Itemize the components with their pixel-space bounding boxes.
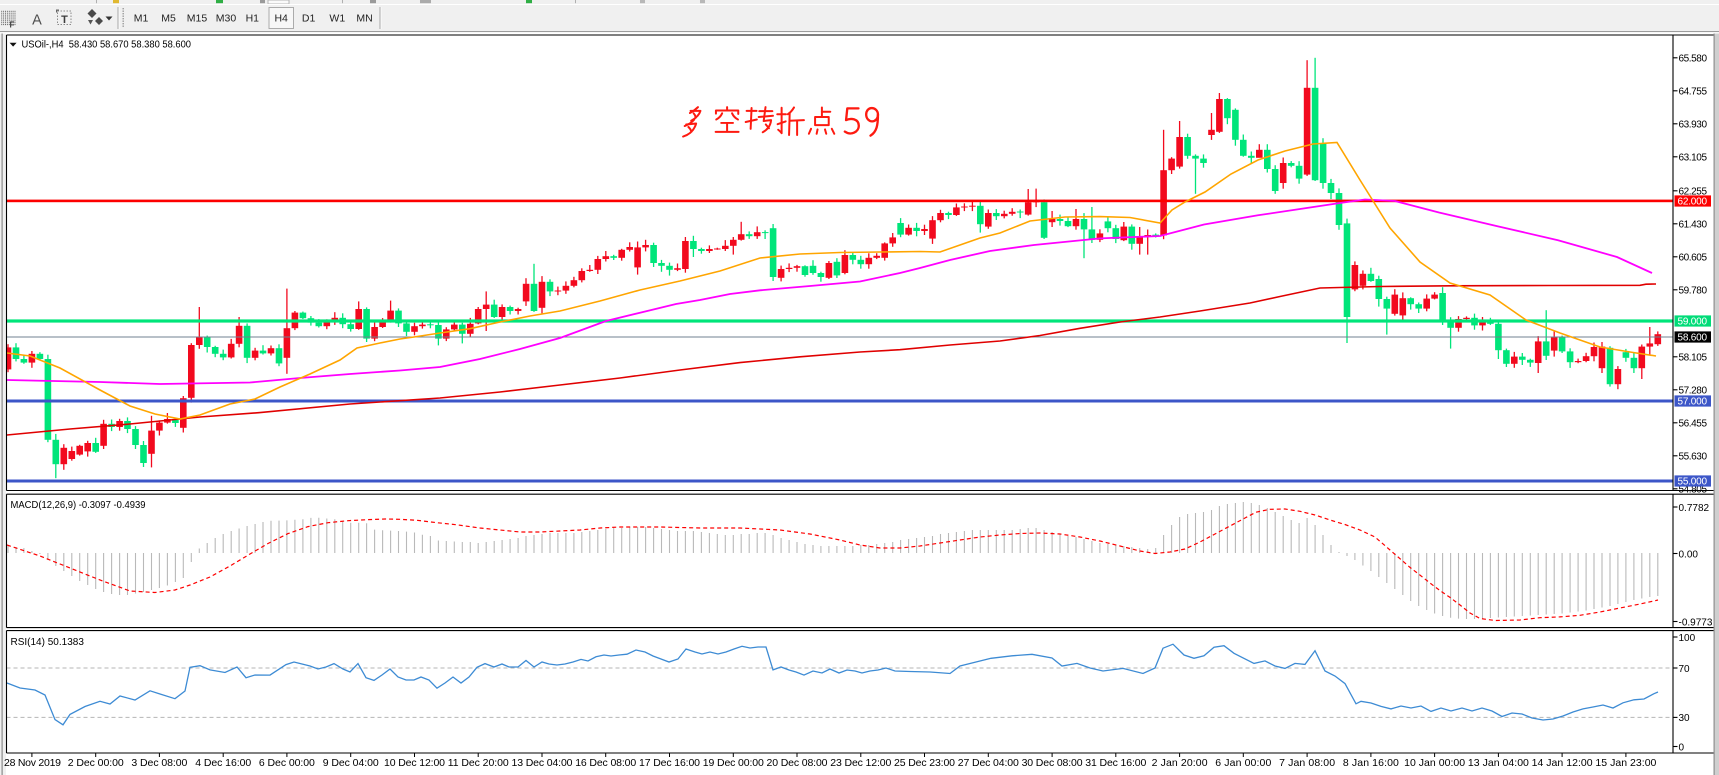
svg-text:19 Dec 00:00: 19 Dec 00:00 <box>703 757 764 769</box>
svg-text:70: 70 <box>1679 664 1691 675</box>
svg-text:2 Dec 00:00: 2 Dec 00:00 <box>68 757 124 769</box>
svg-text:T: T <box>61 14 68 26</box>
svg-text:-0.9773: -0.9773 <box>1679 617 1713 628</box>
svg-text:9 Dec 04:00: 9 Dec 04:00 <box>323 757 379 769</box>
svg-text:63.930: 63.930 <box>1679 120 1708 131</box>
svg-text:0: 0 <box>1679 742 1685 753</box>
svg-text:MN: MN <box>356 13 372 25</box>
svg-text:H1: H1 <box>246 13 260 25</box>
svg-text:28 Nov 2019: 28 Nov 2019 <box>4 757 61 769</box>
svg-text:H4: H4 <box>274 13 288 25</box>
svg-text:13 Dec 04:00: 13 Dec 04:00 <box>512 757 573 769</box>
svg-text:USOil-,H4 58.430 58.670 58.38: USOil-,H4 58.430 58.670 58.380 58.600 <box>22 40 192 51</box>
svg-text:10 Dec 12:00: 10 Dec 12:00 <box>384 757 445 769</box>
svg-text:0.7782: 0.7782 <box>1679 503 1710 514</box>
svg-text:A: A <box>32 13 42 29</box>
svg-text:RSI(14) 50.1383: RSI(14) 50.1383 <box>11 637 85 648</box>
svg-text:30 Dec 08:00: 30 Dec 08:00 <box>1022 757 1083 769</box>
svg-text:25 Dec 23:00: 25 Dec 23:00 <box>894 757 955 769</box>
svg-text:6 Jan 00:00: 6 Jan 00:00 <box>1215 757 1271 769</box>
svg-text:57.280: 57.280 <box>1679 386 1708 397</box>
svg-text:54.805: 54.805 <box>1679 485 1708 496</box>
svg-text:D1: D1 <box>302 13 316 25</box>
svg-text:M15: M15 <box>187 13 208 25</box>
svg-text:10 Jan 00:00: 10 Jan 00:00 <box>1404 757 1465 769</box>
svg-text:3 Dec 08:00: 3 Dec 08:00 <box>131 757 187 769</box>
svg-text:58.105: 58.105 <box>1679 353 1708 364</box>
svg-text:W1: W1 <box>329 13 345 25</box>
svg-text:55.630: 55.630 <box>1679 452 1708 463</box>
svg-text:62.255: 62.255 <box>1679 187 1708 198</box>
svg-text:65.580: 65.580 <box>1679 54 1708 65</box>
svg-text:20 Dec 08:00: 20 Dec 08:00 <box>767 757 828 769</box>
svg-text:55.000: 55.000 <box>1678 477 1708 488</box>
svg-text:17 Dec 16:00: 17 Dec 16:00 <box>639 757 700 769</box>
svg-text:30: 30 <box>1679 713 1691 724</box>
svg-text:15 Jan 23:00: 15 Jan 23:00 <box>1595 757 1656 769</box>
svg-text:100: 100 <box>1679 633 1696 644</box>
svg-text:M30: M30 <box>216 13 237 25</box>
svg-text:MACD(12,26,9) -0.3097 -0.4939: MACD(12,26,9) -0.3097 -0.4939 <box>11 500 146 511</box>
svg-text:13 Jan 04:00: 13 Jan 04:00 <box>1468 757 1529 769</box>
svg-text:8 Jan 16:00: 8 Jan 16:00 <box>1343 757 1399 769</box>
svg-text:57.000: 57.000 <box>1678 397 1708 408</box>
svg-text:60.605: 60.605 <box>1679 253 1708 264</box>
svg-text:11 Dec 20:00: 11 Dec 20:00 <box>448 757 509 769</box>
svg-text:F: F <box>10 21 15 30</box>
svg-text:59.000: 59.000 <box>1678 317 1708 328</box>
svg-text:0.00: 0.00 <box>1679 549 1699 560</box>
svg-text:63.105: 63.105 <box>1679 153 1708 164</box>
svg-text:M1: M1 <box>134 13 149 25</box>
svg-text:58.600: 58.600 <box>1678 333 1708 344</box>
svg-text:14 Jan 12:00: 14 Jan 12:00 <box>1532 757 1593 769</box>
svg-text:M5: M5 <box>161 13 176 25</box>
svg-text:6 Dec 00:00: 6 Dec 00:00 <box>259 757 315 769</box>
svg-text:64.755: 64.755 <box>1679 87 1708 98</box>
svg-text:62.000: 62.000 <box>1678 197 1708 208</box>
svg-text:31 Dec 16:00: 31 Dec 16:00 <box>1085 757 1146 769</box>
svg-text:61.430: 61.430 <box>1679 220 1708 231</box>
svg-text:16 Dec 08:00: 16 Dec 08:00 <box>575 757 636 769</box>
svg-text:56.455: 56.455 <box>1679 419 1708 430</box>
svg-text:59.780: 59.780 <box>1679 286 1708 297</box>
svg-text:7 Jan 08:00: 7 Jan 08:00 <box>1279 757 1335 769</box>
svg-text:27 Dec 04:00: 27 Dec 04:00 <box>958 757 1019 769</box>
svg-text:2 Jan 20:00: 2 Jan 20:00 <box>1152 757 1208 769</box>
svg-text:23 Dec 12:00: 23 Dec 12:00 <box>830 757 891 769</box>
svg-text:4 Dec 16:00: 4 Dec 16:00 <box>195 757 251 769</box>
